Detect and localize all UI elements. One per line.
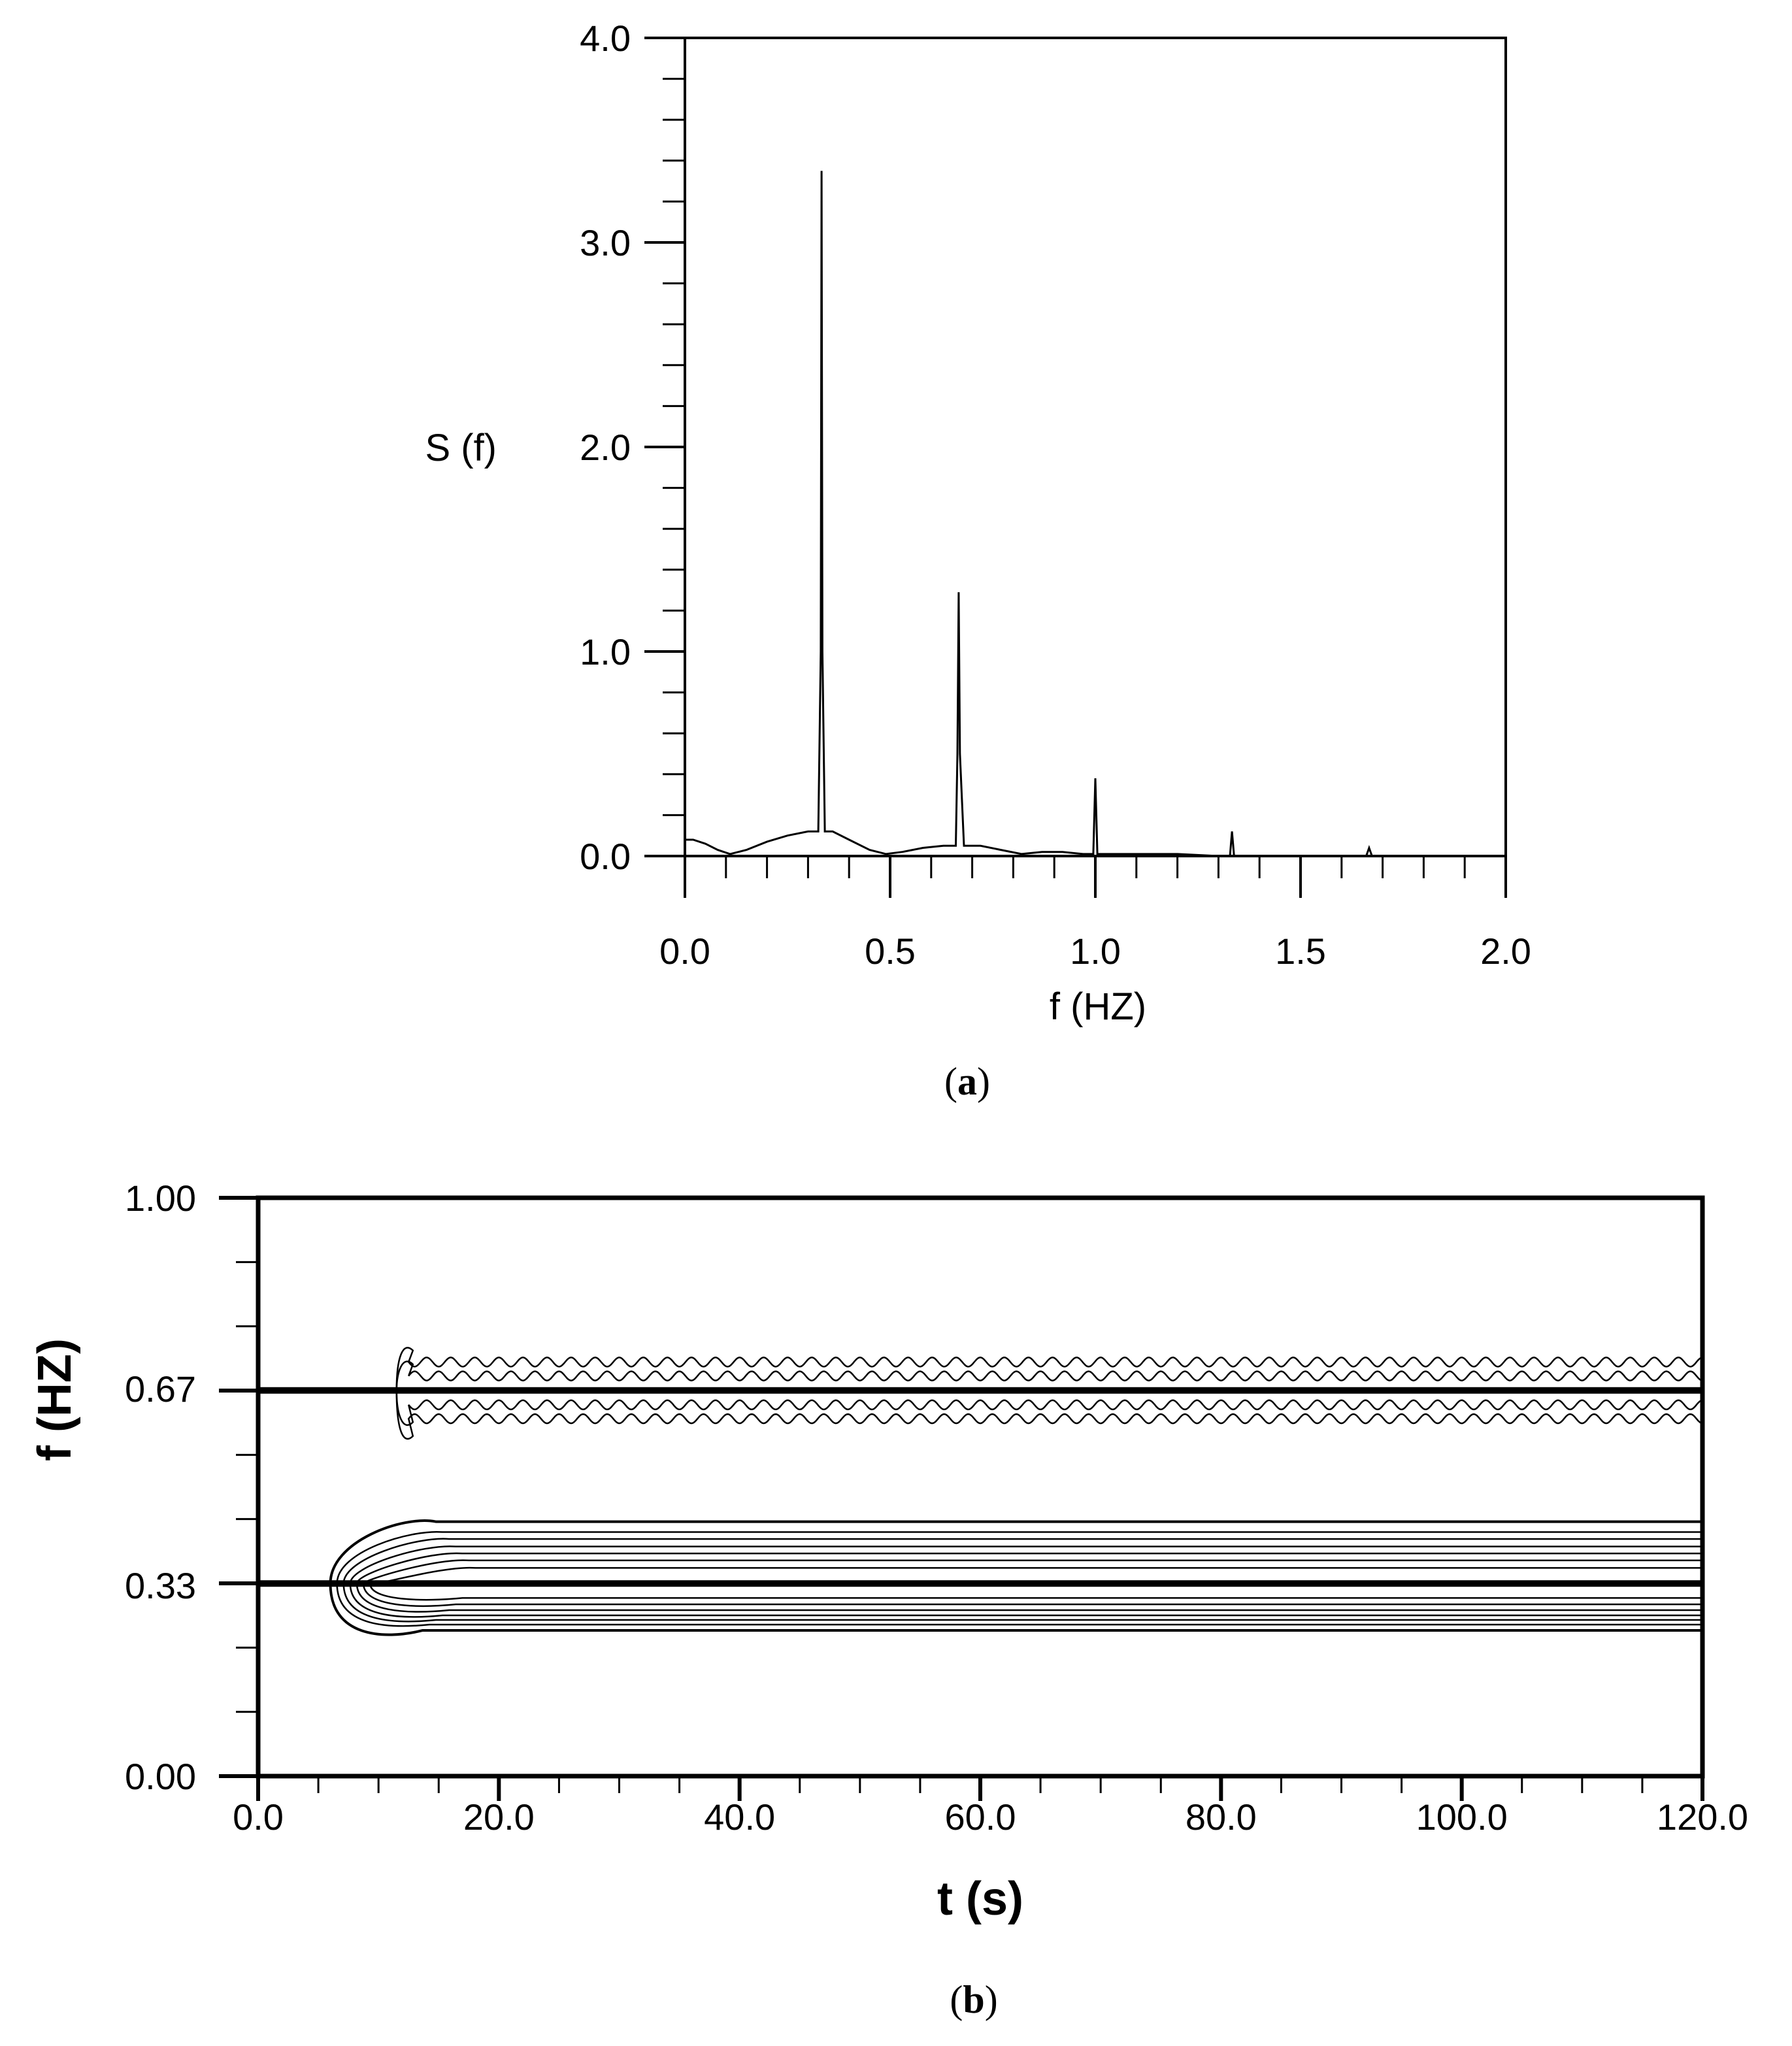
chart-b-contour-0-67-outer: [395, 1390, 1703, 1440]
chart-a-y-axis-label: S (f): [425, 427, 497, 469]
chart-b-y-tick-label: 1.00: [125, 1178, 196, 1219]
chart-a-y-tick-label: 4.0: [580, 18, 631, 59]
chart-b-contour-0-67-inner: [395, 1361, 1703, 1391]
chart-b: 0.0 20.0 40.0 60.0 80.0 100.0 120.0 0.000.330.…: [29, 1178, 1748, 2021]
chart-a-spectrum-line: [685, 171, 1506, 857]
chart-b-ticks: [219, 1196, 1704, 1801]
chart-b-y-tick-label: 0.67: [125, 1368, 196, 1410]
chart-b-x-tick-label: 120.0: [1657, 1796, 1748, 1838]
chart-b-y-tick-label: 0.33: [125, 1565, 196, 1606]
chart-b-caption-open: (: [950, 1978, 963, 2021]
chart-a-y-tick-label: 1.0: [580, 631, 631, 672]
chart-b-x-tick-label: 0.0: [233, 1796, 284, 1838]
chart-a-y-tick-labels: 0.0 1.0 2.0 3.0 4.0: [580, 18, 631, 877]
chart-b-plot-frame: [256, 1195, 1705, 1779]
chart-a-x-tick-label: 2.0: [1480, 931, 1531, 972]
chart-a: 0.0 0.5 1.0 1.5 2.0 0.0 1.0 2.0 3.0 4.0 f (HZ) S…: [425, 18, 1531, 1103]
chart-a-caption-letter: a: [957, 1060, 977, 1103]
chart-a-x-tick-label: 0.5: [865, 931, 916, 972]
chart-b-contour-0-33: [329, 1519, 1702, 1636]
chart-b-contour-0-67-outer: [395, 1347, 1703, 1391]
chart-a-caption-open: (: [944, 1060, 957, 1103]
chart-a-y-tick-label: 3.0: [580, 222, 631, 263]
chart-b-x-tick-label: 80.0: [1186, 1796, 1257, 1838]
chart-b-x-tick-labels: 0.0 20.0 40.0 60.0 80.0 100.0 120.0: [233, 1796, 1748, 1838]
chart-b-y-axis-label: f (HZ): [29, 1338, 81, 1461]
chart-b-y-tick-label: 0.00: [125, 1756, 196, 1797]
chart-a-x-tick-label: 1.5: [1275, 931, 1326, 972]
chart-a-caption-close: ): [977, 1060, 990, 1103]
chart-b-x-tick-label: 100.0: [1416, 1796, 1508, 1838]
chart-a-x-tick-label: 1.0: [1070, 931, 1121, 972]
chart-b-x-tick-label: 20.0: [463, 1796, 535, 1838]
chart-a-ticks: [644, 37, 1507, 898]
chart-a-y-tick-label: 0.0: [580, 836, 631, 877]
chart-b-x-tick-label: 60.0: [945, 1796, 1016, 1838]
chart-b-caption: (b): [950, 1978, 997, 2021]
chart-a-x-tick-labels: 0.0 0.5 1.0 1.5 2.0: [659, 931, 1531, 972]
chart-a-x-tick-label: 0.0: [659, 931, 710, 972]
chart-a-y-tick-label: 2.0: [580, 427, 631, 468]
chart-b-contour-0-33: [342, 1538, 1702, 1623]
chart-a-plot-frame: [684, 37, 1507, 857]
chart-b-caption-letter: b: [963, 1978, 984, 2021]
chart-b-reference-lines: [258, 1387, 1702, 1587]
chart-b-x-tick-label: 40.0: [704, 1796, 775, 1838]
chart-a-caption: (a): [944, 1060, 990, 1103]
chart-b-caption-close: ): [985, 1978, 998, 2021]
chart-b-x-axis-label: t (s): [937, 1873, 1023, 1925]
chart-b-y-tick-labels: 0.00 0.33 0.67 1.00: [125, 1178, 196, 1797]
chart-b-contour-0-67-inner: [395, 1390, 1703, 1426]
chart-a-x-axis-label: f (HZ): [1050, 985, 1146, 1028]
